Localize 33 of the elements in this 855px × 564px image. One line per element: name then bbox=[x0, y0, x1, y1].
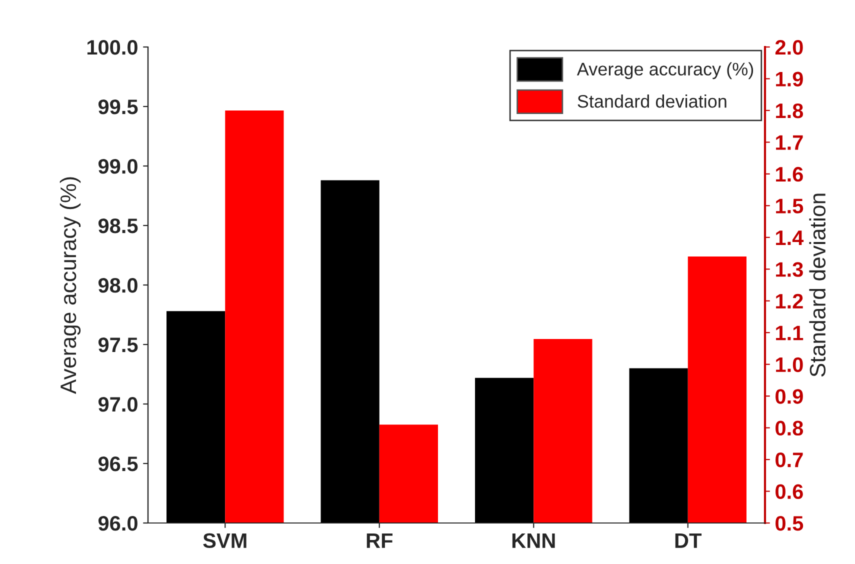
x-tick-label: DT bbox=[675, 533, 702, 548]
y-tick-label: 98.5 bbox=[98, 218, 138, 234]
y2-tick-label: 1.1 bbox=[776, 326, 804, 340]
y-tick-label: 99.0 bbox=[98, 159, 138, 174]
y2-tick-label: 1.9 bbox=[776, 72, 803, 86]
x-tick-label: RF bbox=[366, 533, 392, 548]
y2-tick-label: 0.7 bbox=[776, 452, 803, 468]
y2-axis-title: Standard deviation bbox=[809, 194, 826, 377]
y2-tick-label: 0.6 bbox=[776, 484, 803, 500]
y2-tick-label: 2.0 bbox=[775, 40, 803, 55]
y-tick-label: 97.0 bbox=[98, 397, 138, 412]
y2-tick-label: 1.8 bbox=[776, 103, 804, 118]
y2-tick-label: 1.7 bbox=[776, 135, 803, 150]
y2-tick-label: 1.6 bbox=[776, 166, 803, 182]
y-tick-label: 98.0 bbox=[98, 278, 138, 293]
y-tick-label: 97.5 bbox=[98, 338, 138, 352]
x-tick-label: KNN bbox=[512, 533, 555, 548]
y-tick-label: 100.0 bbox=[87, 40, 138, 55]
y2-tick-label: 1.4 bbox=[776, 230, 804, 245]
y2-tick-label: 1.5 bbox=[776, 198, 804, 214]
y-tick-label: 96.0 bbox=[98, 516, 138, 531]
legend-label: Average accuracy (%) bbox=[576, 62, 754, 80]
y2-tick-label: 0.5 bbox=[776, 516, 804, 531]
y-axis-title: Average accuracy (%) bbox=[60, 177, 81, 394]
legend-label: Standard deviation bbox=[578, 94, 726, 108]
y2-tick-label: 0.8 bbox=[776, 420, 804, 436]
y2-tick-label: 0.9 bbox=[776, 389, 803, 404]
y-tick-label: 99.5 bbox=[98, 100, 138, 114]
x-tick-label: SVM bbox=[203, 533, 246, 548]
y2-tick-label: 1.2 bbox=[776, 294, 803, 308]
y2-tick-label: 1.3 bbox=[776, 262, 803, 277]
y2-tick-label: 1.0 bbox=[776, 357, 803, 372]
y-tick-label: 96.5 bbox=[98, 456, 138, 472]
